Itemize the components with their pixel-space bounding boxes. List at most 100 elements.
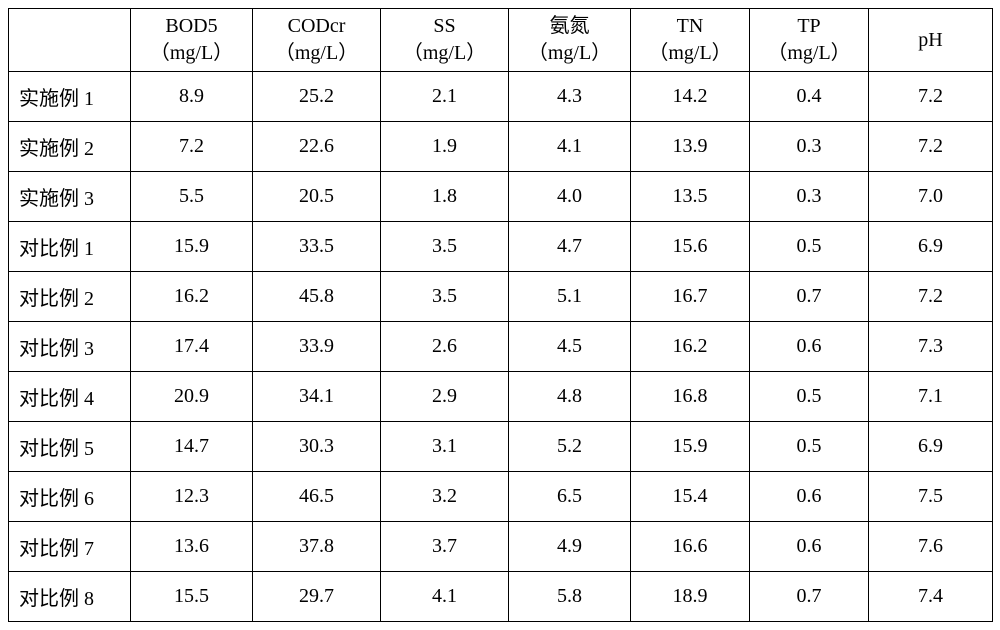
cell-nh3n: 4.0 (509, 172, 631, 222)
table-row: 对比例 8 15.5 29.7 4.1 5.8 18.9 0.7 7.4 (9, 572, 993, 622)
cell-tn: 13.5 (631, 172, 750, 222)
cell-ss: 1.9 (381, 122, 509, 172)
header-tp-line1: TP (797, 15, 820, 37)
table-row: 实施例 3 5.5 20.5 1.8 4.0 13.5 0.3 7.0 (9, 172, 993, 222)
cell-codcr: 30.3 (253, 422, 381, 472)
cell-codcr: 25.2 (253, 72, 381, 122)
cell-tn: 16.2 (631, 322, 750, 372)
cell-bod5: 13.6 (131, 522, 253, 572)
cell-codcr: 37.8 (253, 522, 381, 572)
cell-ph: 7.1 (869, 372, 993, 422)
cell-codcr: 46.5 (253, 472, 381, 522)
header-ss-line2: （mg/L） (403, 42, 486, 64)
header-codcr-line2: （mg/L） (275, 42, 358, 64)
cell-label: 对比例 3 (9, 322, 131, 372)
cell-nh3n: 4.5 (509, 322, 631, 372)
cell-codcr: 45.8 (253, 272, 381, 322)
table-row: 对比例 2 16.2 45.8 3.5 5.1 16.7 0.7 7.2 (9, 272, 993, 322)
cell-tp: 0.3 (750, 172, 869, 222)
cell-tn: 18.9 (631, 572, 750, 622)
header-ss: SS （mg/L） (381, 9, 509, 72)
table-header-row: BOD5 （mg/L） CODcr （mg/L） SS （mg/L） 氨氮 （m… (9, 9, 993, 72)
header-tn-line1: TN (677, 15, 704, 37)
cell-label: 对比例 5 (9, 422, 131, 472)
cell-bod5: 7.2 (131, 122, 253, 172)
cell-bod5: 14.7 (131, 422, 253, 472)
cell-tp: 0.6 (750, 472, 869, 522)
cell-tn: 13.9 (631, 122, 750, 172)
cell-label: 实施例 1 (9, 72, 131, 122)
cell-nh3n: 5.2 (509, 422, 631, 472)
cell-bod5: 5.5 (131, 172, 253, 222)
header-tn: TN （mg/L） (631, 9, 750, 72)
cell-ss: 2.6 (381, 322, 509, 372)
cell-nh3n: 4.1 (509, 122, 631, 172)
header-bod5-line2: （mg/L） (150, 42, 233, 64)
table-row: 对比例 1 15.9 33.5 3.5 4.7 15.6 0.5 6.9 (9, 222, 993, 272)
cell-nh3n: 6.5 (509, 472, 631, 522)
cell-bod5: 20.9 (131, 372, 253, 422)
cell-bod5: 15.5 (131, 572, 253, 622)
cell-tn: 15.6 (631, 222, 750, 272)
cell-tn: 15.9 (631, 422, 750, 472)
cell-ph: 7.4 (869, 572, 993, 622)
cell-label: 对比例 1 (9, 222, 131, 272)
header-ss-line1: SS (433, 15, 455, 37)
cell-label: 对比例 4 (9, 372, 131, 422)
header-bod5-line1: BOD5 (165, 15, 217, 37)
cell-tp: 0.3 (750, 122, 869, 172)
cell-tp: 0.7 (750, 572, 869, 622)
cell-nh3n: 4.9 (509, 522, 631, 572)
cell-nh3n: 4.8 (509, 372, 631, 422)
cell-ph: 7.3 (869, 322, 993, 372)
table-body: 实施例 1 8.9 25.2 2.1 4.3 14.2 0.4 7.2 实施例 … (9, 72, 993, 622)
table-row: 对比例 4 20.9 34.1 2.9 4.8 16.8 0.5 7.1 (9, 372, 993, 422)
cell-label: 实施例 2 (9, 122, 131, 172)
header-blank (9, 9, 131, 72)
cell-label: 对比例 8 (9, 572, 131, 622)
header-ph-line1: pH (918, 29, 942, 51)
cell-ph: 7.5 (869, 472, 993, 522)
cell-nh3n: 4.3 (509, 72, 631, 122)
cell-label: 对比例 6 (9, 472, 131, 522)
header-ph: pH (869, 9, 993, 72)
cell-codcr: 34.1 (253, 372, 381, 422)
cell-ss: 1.8 (381, 172, 509, 222)
cell-ph: 7.2 (869, 272, 993, 322)
table-row: 实施例 1 8.9 25.2 2.1 4.3 14.2 0.4 7.2 (9, 72, 993, 122)
cell-tp: 0.6 (750, 322, 869, 372)
cell-tn: 14.2 (631, 72, 750, 122)
cell-tp: 0.7 (750, 272, 869, 322)
cell-nh3n: 5.8 (509, 572, 631, 622)
cell-codcr: 33.5 (253, 222, 381, 272)
cell-tn: 16.7 (631, 272, 750, 322)
cell-bod5: 17.4 (131, 322, 253, 372)
cell-nh3n: 5.1 (509, 272, 631, 322)
cell-bod5: 12.3 (131, 472, 253, 522)
cell-label: 对比例 2 (9, 272, 131, 322)
cell-tp: 0.6 (750, 522, 869, 572)
cell-codcr: 22.6 (253, 122, 381, 172)
cell-bod5: 8.9 (131, 72, 253, 122)
cell-ph: 7.6 (869, 522, 993, 572)
cell-tp: 0.5 (750, 372, 869, 422)
cell-ss: 2.1 (381, 72, 509, 122)
cell-ph: 7.0 (869, 172, 993, 222)
cell-ss: 2.9 (381, 372, 509, 422)
table-row: 对比例 3 17.4 33.9 2.6 4.5 16.2 0.6 7.3 (9, 322, 993, 372)
cell-tp: 0.4 (750, 72, 869, 122)
header-nh3n-line1: 氨氮 (550, 15, 590, 37)
header-bod5: BOD5 （mg/L） (131, 9, 253, 72)
cell-ph: 6.9 (869, 222, 993, 272)
header-nh3n: 氨氮 （mg/L） (509, 9, 631, 72)
data-table: BOD5 （mg/L） CODcr （mg/L） SS （mg/L） 氨氮 （m… (8, 8, 993, 622)
table-row: 对比例 5 14.7 30.3 3.1 5.2 15.9 0.5 6.9 (9, 422, 993, 472)
cell-ss: 4.1 (381, 572, 509, 622)
cell-tn: 16.6 (631, 522, 750, 572)
header-nh3n-line2: （mg/L） (528, 42, 611, 64)
cell-bod5: 15.9 (131, 222, 253, 272)
header-tp: TP （mg/L） (750, 9, 869, 72)
cell-ph: 7.2 (869, 122, 993, 172)
cell-tp: 0.5 (750, 222, 869, 272)
header-tp-line2: （mg/L） (767, 42, 850, 64)
